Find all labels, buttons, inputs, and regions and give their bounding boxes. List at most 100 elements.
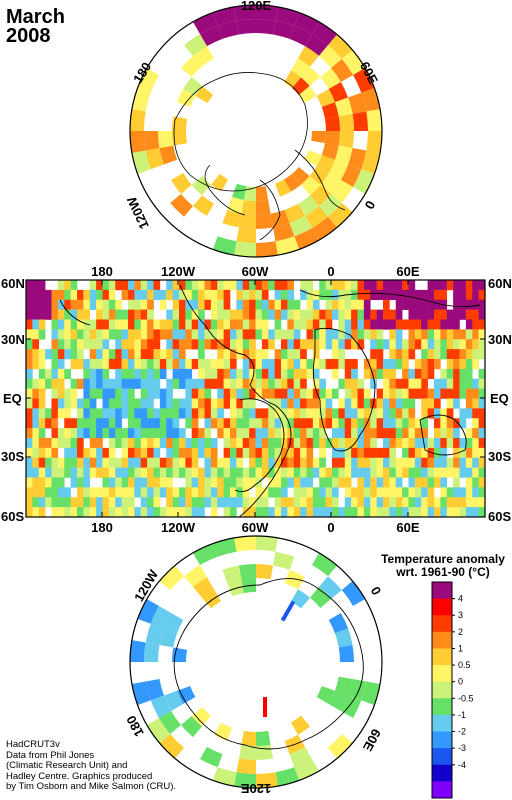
anomaly-cell bbox=[293, 467, 301, 478]
anomaly-cell bbox=[255, 487, 263, 498]
anomaly-cell bbox=[446, 309, 454, 320]
polar-cell bbox=[212, 236, 237, 256]
anomaly-cell bbox=[434, 477, 441, 488]
anomaly-cell bbox=[166, 329, 173, 340]
anomaly-cell bbox=[268, 368, 275, 380]
anomaly-cell bbox=[478, 408, 485, 419]
anomaly-cell bbox=[281, 368, 288, 380]
polar-cell bbox=[328, 690, 349, 711]
anomaly-cell bbox=[153, 280, 161, 291]
anomaly-cell bbox=[159, 408, 167, 419]
anomaly-cell bbox=[440, 388, 448, 399]
anomaly-cell bbox=[408, 487, 416, 498]
anomaly-cell bbox=[402, 289, 409, 301]
anomaly-cell bbox=[140, 349, 148, 360]
anomaly-cell bbox=[357, 299, 365, 310]
anomaly-cell bbox=[383, 507, 390, 517]
anomaly-cell bbox=[242, 319, 250, 330]
anomaly-cell bbox=[70, 349, 78, 360]
anomaly-cell bbox=[236, 497, 244, 508]
anomaly-cell bbox=[115, 299, 122, 310]
anomaly-cell bbox=[140, 487, 148, 498]
anomaly-cell bbox=[204, 487, 212, 498]
anomaly-cell bbox=[242, 329, 250, 340]
anomaly-cell bbox=[274, 418, 282, 429]
anomaly-cell bbox=[453, 428, 460, 439]
anomaly-cell bbox=[472, 388, 479, 399]
anomaly-cell bbox=[478, 398, 485, 409]
anomaly-cell bbox=[332, 438, 339, 449]
polar-cell bbox=[318, 45, 342, 69]
anomaly-cell bbox=[121, 280, 129, 291]
anomaly-cell bbox=[172, 280, 180, 291]
anomaly-cell bbox=[236, 280, 244, 291]
anomaly-cell bbox=[210, 368, 218, 380]
polar-cell bbox=[341, 581, 366, 606]
anomaly-cell bbox=[268, 467, 275, 478]
anomaly-cell bbox=[153, 359, 161, 370]
anomaly-cell bbox=[287, 447, 295, 459]
anomaly-cell bbox=[166, 339, 173, 350]
anomaly-cell bbox=[77, 309, 84, 320]
anomaly-cell bbox=[51, 388, 59, 399]
anomaly-cell bbox=[236, 418, 244, 429]
anomaly-cell bbox=[319, 319, 326, 330]
anomaly-cell bbox=[306, 487, 314, 498]
anomaly-cell bbox=[319, 289, 326, 301]
anomaly-cell bbox=[185, 388, 193, 399]
anomaly-cell bbox=[70, 388, 78, 399]
anomaly-cell bbox=[274, 457, 282, 468]
anomaly-cell bbox=[77, 418, 84, 429]
anomaly-cell bbox=[395, 388, 403, 399]
polar-cell bbox=[238, 564, 256, 580]
anomaly-cell bbox=[102, 477, 110, 488]
anomaly-cell bbox=[312, 349, 320, 360]
polar-cell bbox=[289, 746, 312, 768]
anomaly-cell bbox=[249, 457, 256, 468]
anomaly-cell bbox=[453, 368, 460, 380]
anomaly-cell bbox=[249, 428, 256, 439]
anomaly-cell bbox=[191, 388, 199, 399]
anomaly-cell bbox=[70, 359, 78, 370]
anomaly-cell bbox=[465, 487, 473, 498]
anomaly-cell bbox=[217, 408, 224, 419]
anomaly-cell bbox=[338, 289, 346, 301]
anomaly-cell bbox=[287, 368, 295, 380]
anomaly-cell bbox=[198, 467, 205, 478]
anomaly-cell bbox=[351, 289, 358, 301]
anomaly-cell bbox=[32, 398, 40, 409]
anomaly-cell bbox=[172, 299, 180, 310]
anomaly-cell bbox=[300, 339, 307, 350]
anomaly-cell bbox=[70, 457, 78, 468]
anomaly-cell bbox=[332, 467, 339, 478]
anomaly-cell bbox=[287, 408, 295, 419]
anomaly-cell bbox=[38, 329, 46, 340]
anomaly-cell bbox=[306, 339, 314, 350]
anomaly-cell bbox=[268, 378, 275, 389]
anomaly-cell bbox=[191, 319, 199, 330]
anomaly-cell bbox=[325, 339, 333, 350]
anomaly-cell bbox=[115, 408, 122, 419]
anomaly-cell bbox=[408, 457, 416, 468]
polar-cell bbox=[256, 199, 271, 215]
anomaly-cell bbox=[32, 289, 40, 301]
polar-cell bbox=[212, 6, 237, 26]
anomaly-cell bbox=[440, 467, 448, 478]
anomaly-cell bbox=[281, 349, 288, 360]
anomaly-cell bbox=[383, 467, 390, 478]
anomaly-cell bbox=[274, 438, 282, 449]
polar-cell bbox=[193, 12, 218, 35]
anomaly-cell bbox=[57, 339, 65, 350]
anomaly-cell bbox=[32, 378, 40, 389]
anomaly-cell bbox=[363, 507, 371, 517]
anomaly-cell bbox=[421, 398, 428, 409]
anomaly-cell bbox=[459, 378, 467, 389]
anomaly-cell bbox=[363, 467, 371, 478]
anomaly-cell bbox=[217, 349, 224, 360]
anomaly-cell bbox=[344, 368, 352, 380]
anomaly-cell bbox=[204, 398, 212, 409]
anomaly-cell bbox=[465, 398, 473, 409]
anomaly-cell bbox=[249, 477, 256, 488]
anomaly-cell bbox=[236, 388, 244, 399]
